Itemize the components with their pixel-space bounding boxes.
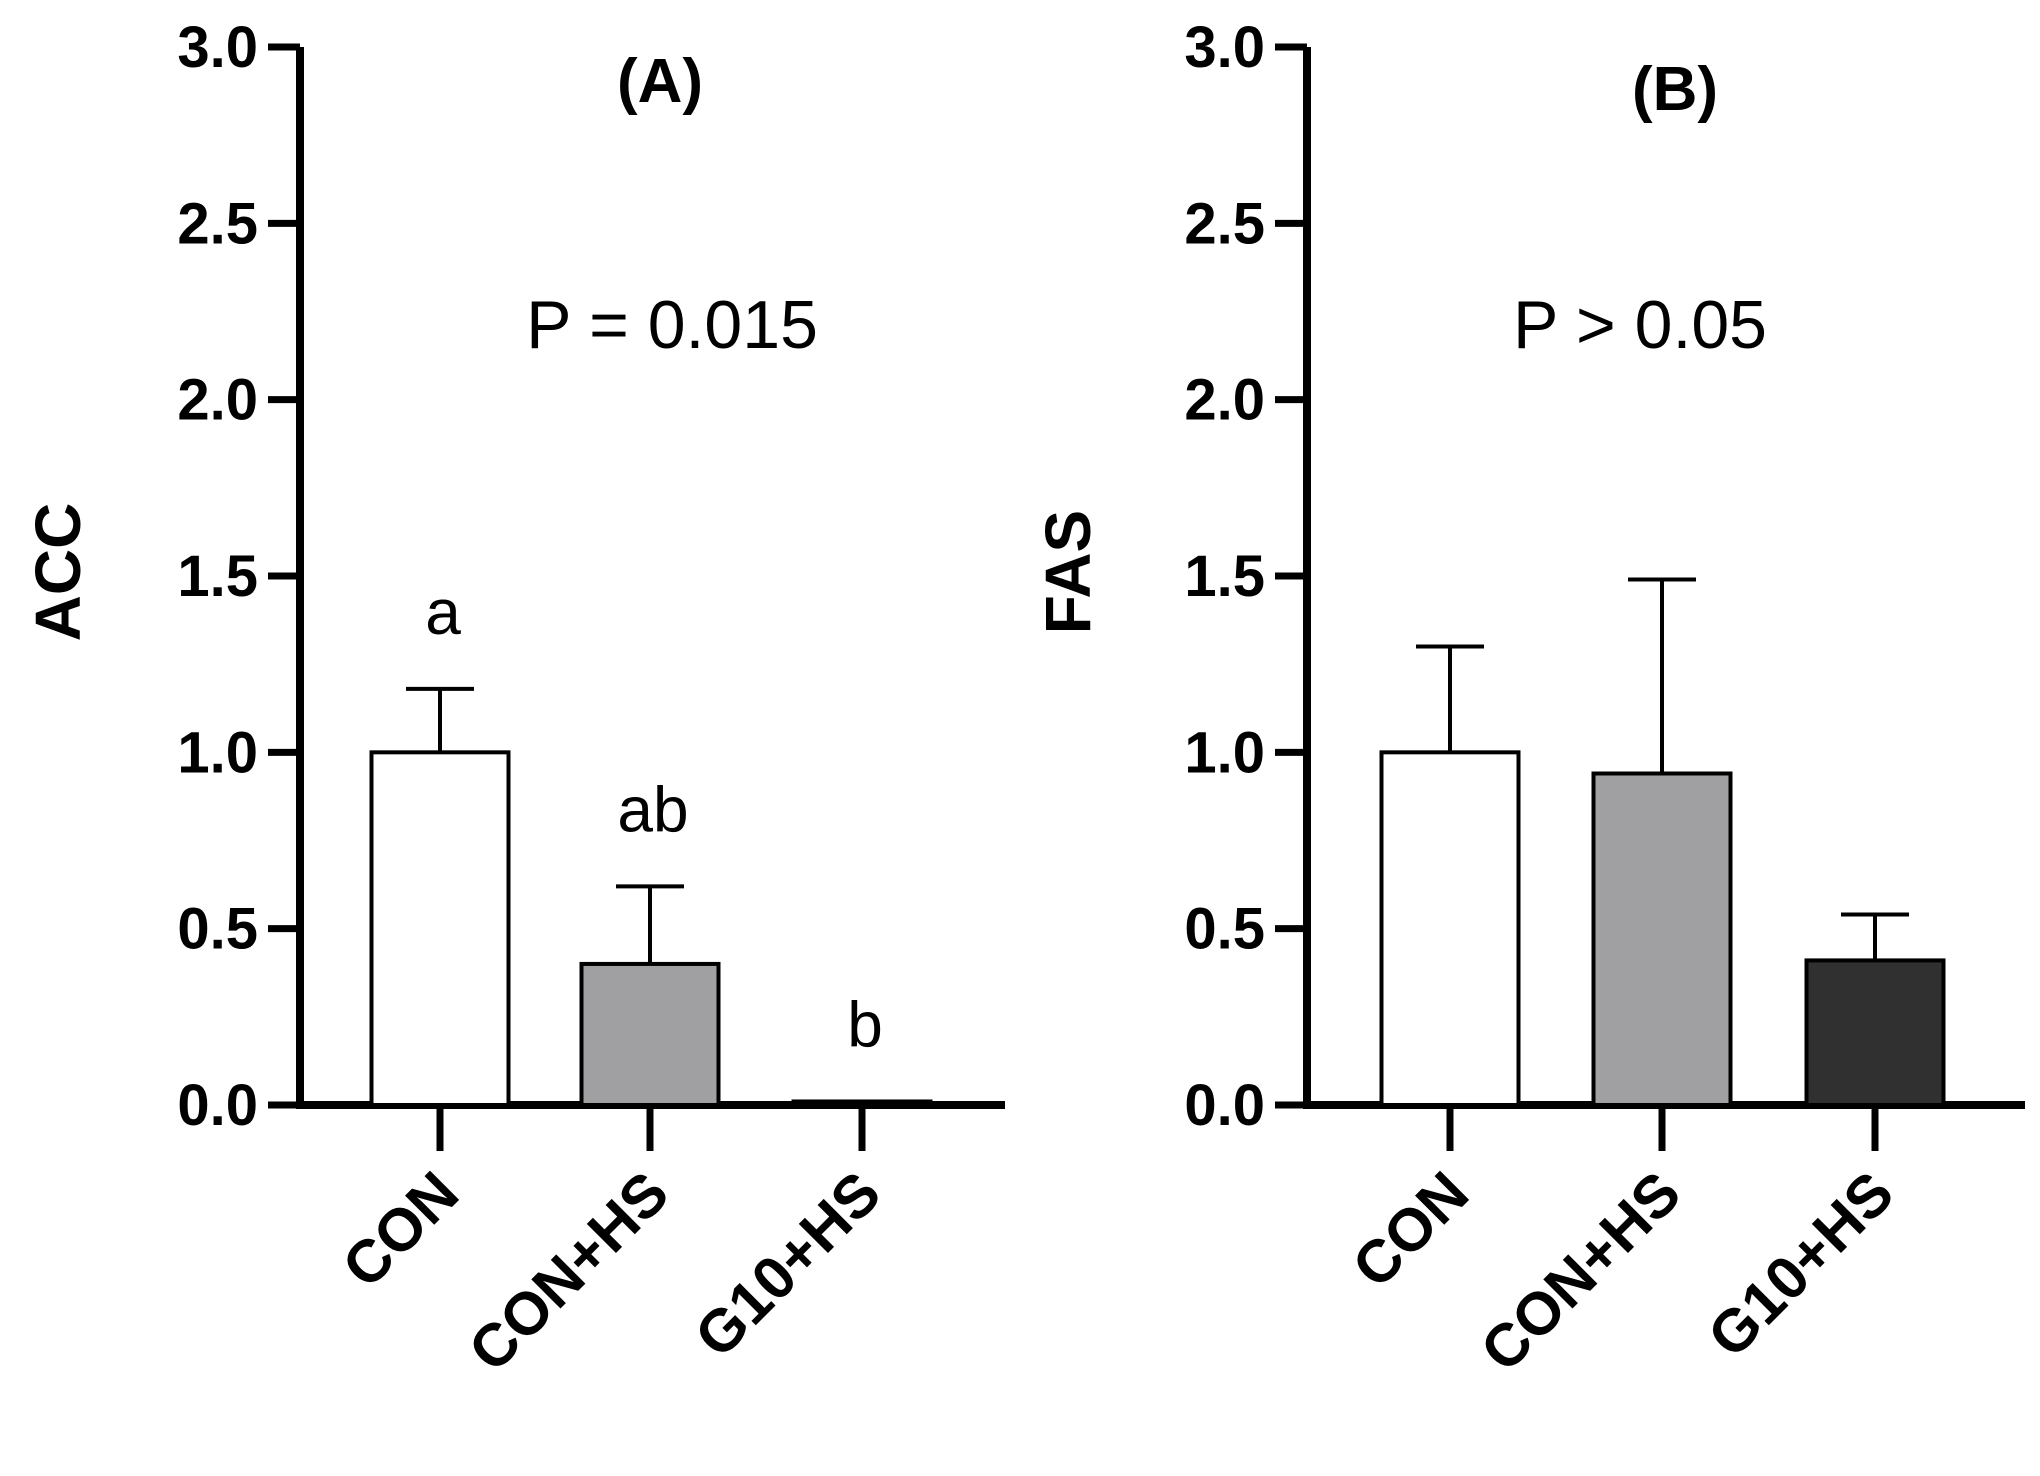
panel-a-y-tick-label-6: 3.0 [177, 15, 258, 80]
panel-a-y-tick-label-0: 0.0 [177, 1073, 258, 1138]
panel-b-y-tick-label-6: 3.0 [1184, 15, 1265, 80]
panel-a-y-tick-label-3: 1.5 [177, 544, 258, 609]
panel-b-y-tick-label-2: 1.0 [1184, 720, 1265, 785]
panel-a-category-label-0: CON [330, 1159, 472, 1301]
panel-a-y-tick-label-4: 2.0 [177, 368, 258, 433]
panel-b-category-label-0: CON [1340, 1159, 1482, 1301]
panel-b-bar-con-plus-hs [1591, 771, 1733, 1107]
panel-b-y-tick-label-5: 2.5 [1184, 191, 1265, 256]
panel-a-bar-g10-plus-hs [791, 1099, 933, 1108]
panel-a-y-tick-label-5: 2.5 [177, 191, 258, 256]
panel-a-title: (A) [617, 47, 703, 116]
panel-b-y-tick-label-0: 0.0 [1184, 1073, 1265, 1138]
panel-a-significance-letter-1: ab [617, 773, 688, 845]
panel-b-y-tick-label-4: 2.0 [1184, 368, 1265, 433]
panel-a-y-tick-label-1: 0.5 [177, 897, 258, 962]
panel-a-significance-letter-0: a [425, 576, 461, 648]
panel-a-bar-con [369, 750, 511, 1107]
panel-b-category-label-2: G10+HS [1695, 1159, 1906, 1370]
panel-b-title: (B) [1632, 55, 1718, 124]
panel-b: (B) P > 0.05 FAS 0.0 0.5 1.0 1.5 2.0 2.5 3.0 CO… [1032, 15, 2025, 1384]
panel-b-category-label-1: CON+HS [1468, 1159, 1693, 1384]
panel-a-bar-con-plus-hs [579, 961, 721, 1108]
panel-a-p-value: P = 0.015 [526, 287, 818, 363]
panel-a: (A) P = 0.015 ACC 0.0 0.5 1.0 1.5 2.0 2.5 3.0 C… [22, 15, 1005, 1384]
panel-b-bar-con [1379, 750, 1521, 1107]
panel-a-significance-letter-2: b [847, 988, 883, 1060]
panel-b-y-tick-label-1: 0.5 [1184, 897, 1265, 962]
panel-a-y-tick-label-2: 1.0 [177, 720, 258, 785]
panel-b-y-tick-label-3: 1.5 [1184, 544, 1265, 609]
panel-a-category-label-2: G10+HS [682, 1159, 893, 1370]
panel-b-y-axis-title: FAS [1032, 510, 1104, 634]
panel-b-p-value: P > 0.05 [1513, 287, 1767, 363]
panel-b-bar-g10-plus-hs [1804, 958, 1946, 1108]
panel-a-y-axis-title: ACC [22, 503, 94, 642]
panel-a-category-label-1: CON+HS [456, 1159, 681, 1384]
